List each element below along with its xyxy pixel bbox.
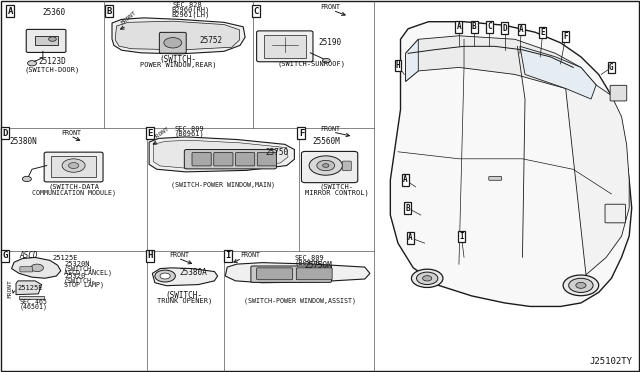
Text: COMMUNICATION MODULE): COMMUNICATION MODULE) xyxy=(31,189,116,196)
Text: 25380A: 25380A xyxy=(179,268,207,277)
Circle shape xyxy=(576,282,586,288)
Text: (SWITCH-: (SWITCH- xyxy=(159,55,196,64)
Circle shape xyxy=(417,272,438,285)
FancyBboxPatch shape xyxy=(236,153,255,166)
Text: (SWITCH-POWER WINDOW,MAIN): (SWITCH-POWER WINDOW,MAIN) xyxy=(171,182,275,188)
Text: E: E xyxy=(148,129,153,138)
Circle shape xyxy=(62,159,85,172)
Text: B2960(RH): B2960(RH) xyxy=(171,7,209,13)
Text: I: I xyxy=(459,232,464,241)
Polygon shape xyxy=(115,21,239,50)
Circle shape xyxy=(569,278,593,292)
FancyBboxPatch shape xyxy=(35,36,58,45)
Text: J25102TY: J25102TY xyxy=(589,357,632,366)
Circle shape xyxy=(323,164,329,167)
Circle shape xyxy=(317,160,335,171)
Text: F: F xyxy=(299,129,304,138)
Text: B: B xyxy=(106,7,111,16)
Polygon shape xyxy=(406,36,596,99)
Polygon shape xyxy=(154,140,288,168)
FancyBboxPatch shape xyxy=(159,32,186,53)
Text: ASCD: ASCD xyxy=(19,251,38,260)
FancyBboxPatch shape xyxy=(251,266,332,282)
Text: A: A xyxy=(408,233,413,243)
Text: FRONT: FRONT xyxy=(240,253,260,259)
Text: E: E xyxy=(540,28,545,37)
Text: (SWITCH-POWER WINDOW,ASSIST): (SWITCH-POWER WINDOW,ASSIST) xyxy=(244,297,356,304)
Text: B2961(LH): B2961(LH) xyxy=(171,12,209,18)
Text: D: D xyxy=(3,129,8,138)
Text: H: H xyxy=(148,251,153,260)
Circle shape xyxy=(155,270,175,282)
Text: 25125E: 25125E xyxy=(52,255,78,261)
Circle shape xyxy=(160,273,170,279)
Text: STOP LAMP): STOP LAMP) xyxy=(64,282,104,288)
Text: 25560M: 25560M xyxy=(312,137,340,146)
Polygon shape xyxy=(112,18,245,54)
Text: (SWITCH-DOOR): (SWITCH-DOOR) xyxy=(25,67,80,73)
Text: (SWITCH-: (SWITCH- xyxy=(166,291,203,299)
FancyBboxPatch shape xyxy=(257,31,313,62)
FancyBboxPatch shape xyxy=(257,153,276,166)
Text: SEC.809: SEC.809 xyxy=(294,255,324,261)
Polygon shape xyxy=(406,39,419,81)
Polygon shape xyxy=(520,46,596,99)
Text: A: A xyxy=(519,25,524,34)
Text: FRONT: FRONT xyxy=(8,279,13,298)
Circle shape xyxy=(68,163,79,169)
Text: 25123D: 25123D xyxy=(38,57,67,66)
Text: (SWITCH-: (SWITCH- xyxy=(64,265,96,272)
Circle shape xyxy=(28,61,36,66)
Circle shape xyxy=(31,264,44,272)
Text: (46501): (46501) xyxy=(20,303,48,310)
Circle shape xyxy=(412,269,443,288)
Text: 25752: 25752 xyxy=(200,36,223,45)
Text: 25750: 25750 xyxy=(266,148,289,157)
Text: B: B xyxy=(405,203,410,212)
FancyBboxPatch shape xyxy=(342,161,351,171)
Text: SEC.828: SEC.828 xyxy=(173,3,202,9)
FancyBboxPatch shape xyxy=(257,268,292,280)
Text: 25750M: 25750M xyxy=(304,261,332,270)
Circle shape xyxy=(323,58,330,63)
Text: 25190: 25190 xyxy=(319,38,342,47)
Text: (SWITCH-SUNROOF): (SWITCH-SUNROOF) xyxy=(278,61,346,67)
Text: F: F xyxy=(563,32,568,41)
Text: FRONT: FRONT xyxy=(320,126,340,132)
Text: ASCD CANCEL): ASCD CANCEL) xyxy=(64,269,112,276)
Text: FRONT: FRONT xyxy=(152,126,170,141)
Text: I: I xyxy=(225,251,230,260)
FancyBboxPatch shape xyxy=(605,204,625,223)
Circle shape xyxy=(22,176,31,182)
Text: B: B xyxy=(472,22,477,32)
Circle shape xyxy=(309,156,342,175)
FancyBboxPatch shape xyxy=(610,85,627,101)
Circle shape xyxy=(164,38,182,48)
Text: 25320: 25320 xyxy=(64,273,85,279)
Text: TRUNK OPENER): TRUNK OPENER) xyxy=(157,297,212,304)
Polygon shape xyxy=(149,137,294,172)
Text: 25125E: 25125E xyxy=(18,285,44,291)
Polygon shape xyxy=(225,263,370,283)
Text: (B0960): (B0960) xyxy=(294,259,324,266)
FancyBboxPatch shape xyxy=(214,153,233,166)
Text: (SWITCH-: (SWITCH- xyxy=(319,184,354,190)
Text: POWER WINDOW,REAR): POWER WINDOW,REAR) xyxy=(140,62,216,68)
Text: H: H xyxy=(396,61,400,70)
Text: FRONT: FRONT xyxy=(320,4,340,10)
FancyBboxPatch shape xyxy=(44,152,103,182)
FancyBboxPatch shape xyxy=(264,35,306,58)
FancyBboxPatch shape xyxy=(26,29,66,52)
Circle shape xyxy=(563,275,598,296)
Text: FRONT: FRONT xyxy=(61,130,81,136)
FancyBboxPatch shape xyxy=(192,153,211,166)
Text: C: C xyxy=(253,7,259,16)
Text: FRONT: FRONT xyxy=(170,253,189,259)
Polygon shape xyxy=(16,281,42,295)
Text: SEC.465: SEC.465 xyxy=(20,299,48,305)
Text: A: A xyxy=(8,7,13,16)
Text: D: D xyxy=(502,23,507,32)
Text: G: G xyxy=(609,63,614,72)
Text: A: A xyxy=(456,22,461,32)
